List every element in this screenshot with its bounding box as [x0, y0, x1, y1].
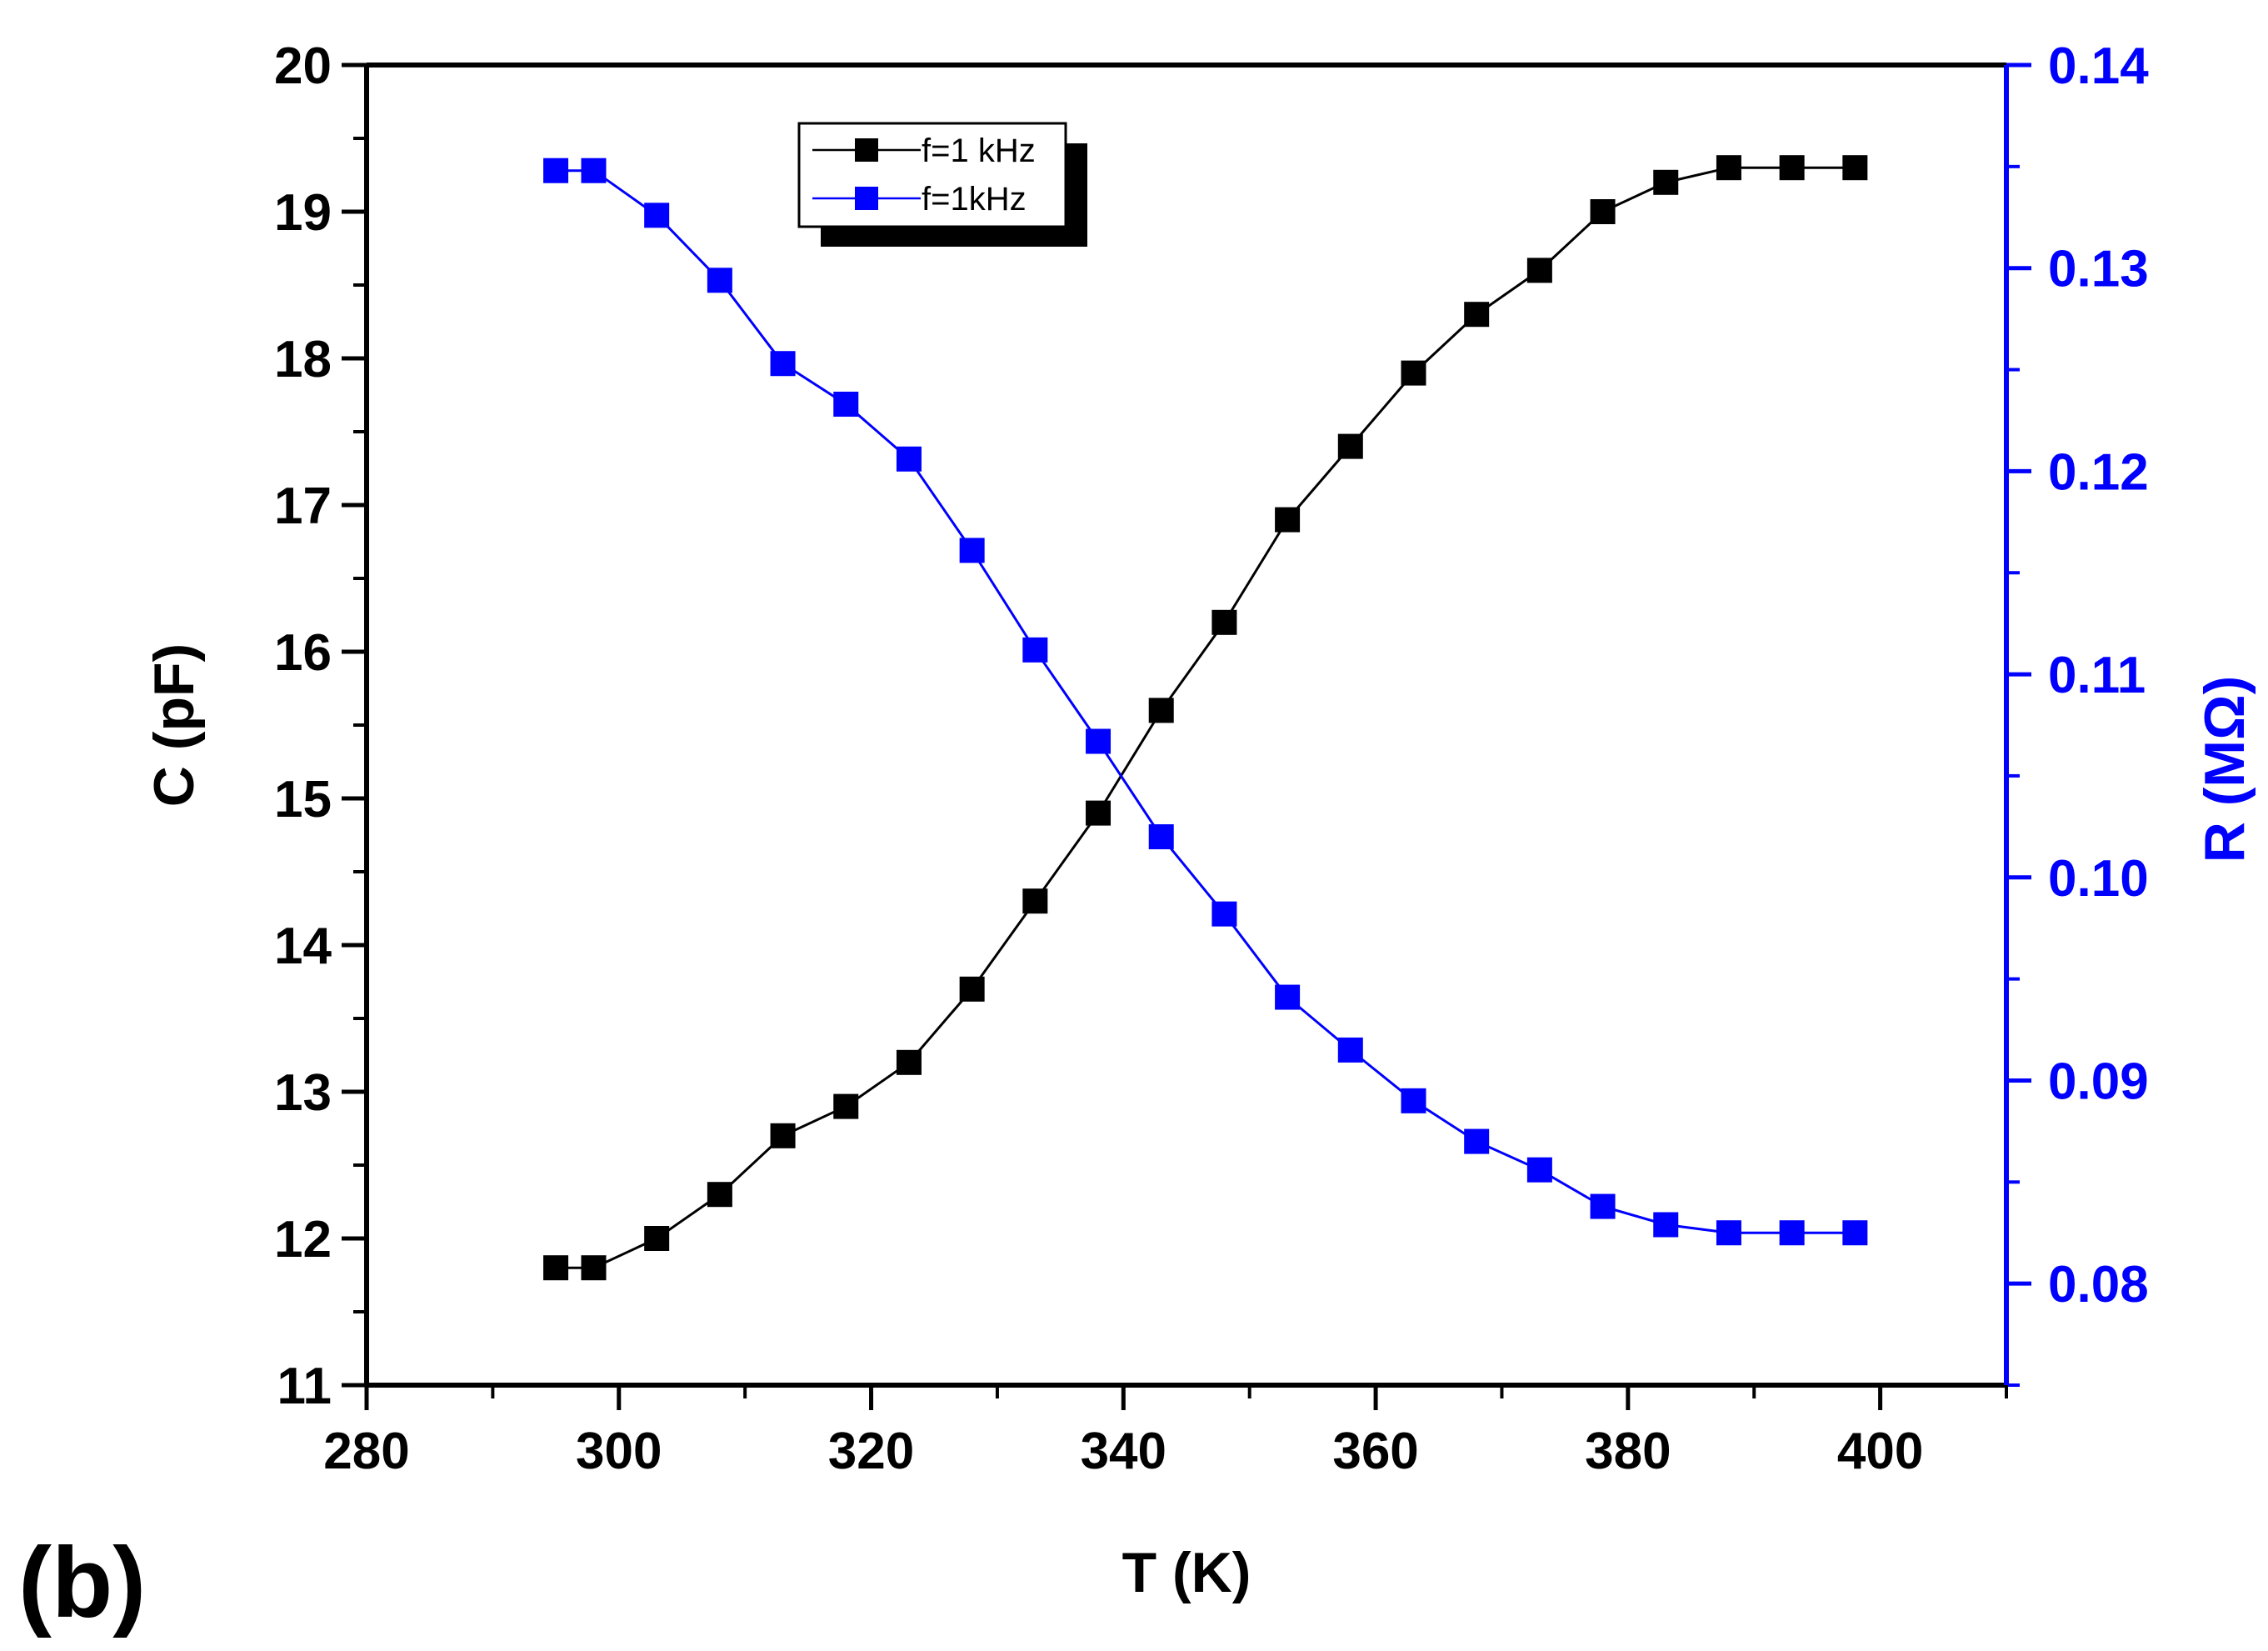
legend: f=1 kHz f=1kHz — [797, 122, 1087, 247]
series-1-marker — [1022, 888, 1048, 914]
series-1-marker — [1653, 169, 1679, 195]
series-1-marker — [1275, 507, 1301, 533]
y-left-tick-label: 18 — [274, 331, 332, 388]
series-2-marker — [1022, 637, 1048, 663]
series-1-marker — [1716, 155, 1741, 181]
legend-label-series-2: f=1kHz — [922, 181, 1027, 218]
series-2-marker — [581, 158, 607, 183]
series-2-marker — [543, 158, 569, 183]
series-1-marker — [1211, 609, 1237, 635]
bottom-axis-ticks: 280 300 320 340 360 380 400 — [323, 1385, 2008, 1480]
series-1-marker — [770, 1123, 796, 1148]
series-2-marker — [1653, 1212, 1679, 1238]
series-2-marker — [1526, 1157, 1552, 1183]
series-1-marker — [896, 1049, 922, 1075]
y-right-tick-label: 0.09 — [2048, 1053, 2149, 1110]
series-1-marker — [1401, 360, 1426, 386]
series-2-marker — [644, 203, 670, 228]
series-1-marker — [1779, 155, 1805, 181]
series-1-marker — [1590, 199, 1616, 224]
legend-label-series-1: f=1 kHz — [922, 133, 1036, 169]
y-axis-left-title: C (pF) — [142, 643, 206, 807]
series-2-marker — [1275, 984, 1301, 1010]
y-left-tick-label: 15 — [274, 771, 332, 828]
series-2-marker — [707, 268, 732, 293]
series-2-marker — [770, 351, 796, 377]
x-axis-title: T (K) — [1122, 1541, 1251, 1604]
series-1-marker — [1464, 302, 1490, 328]
series-2-marker — [1337, 1037, 1363, 1063]
series-2-marker — [959, 538, 985, 563]
left-axis-ticks: 11 12 13 14 15 16 17 18 19 20 — [274, 38, 367, 1415]
series-1-line — [556, 166, 1856, 1269]
series-1-marker — [543, 1255, 569, 1281]
series-2-marker — [1086, 728, 1112, 754]
series-1-marker — [1086, 800, 1112, 826]
series-2-marker — [896, 446, 922, 472]
panel-label: (b) — [18, 1527, 146, 1638]
x-tick-label: 380 — [1585, 1423, 1671, 1480]
series-1-marker — [959, 976, 985, 1002]
series-2-marker — [1148, 824, 1174, 850]
series-1-marker — [1337, 433, 1363, 459]
x-tick-label: 360 — [1332, 1423, 1418, 1480]
x-tick-label: 340 — [1081, 1423, 1166, 1480]
x-tick-label: 400 — [1837, 1423, 1923, 1480]
series-1-marker — [1148, 698, 1174, 723]
y-left-tick-label: 20 — [274, 38, 332, 95]
series-2-marker — [1779, 1220, 1805, 1246]
x-tick-label: 280 — [323, 1423, 409, 1480]
series-2-marker — [1842, 1220, 1868, 1246]
y-left-tick-label: 11 — [277, 1358, 332, 1415]
y-left-tick-label: 17 — [274, 478, 332, 535]
y-right-tick-label: 0.13 — [2048, 241, 2149, 298]
y-left-tick-label: 19 — [274, 184, 332, 242]
series-2-marker — [1590, 1193, 1616, 1219]
series-2-marker — [833, 391, 859, 417]
series-1-marker — [833, 1093, 859, 1119]
y-right-tick-label: 0.10 — [2048, 850, 2149, 908]
y-right-tick-label: 0.11 — [2048, 647, 2146, 704]
y-axis-right-title: R (MΩ) — [2193, 676, 2256, 863]
series-1-marker — [1842, 155, 1868, 181]
series-1-marker — [581, 1255, 607, 1281]
series-1-marker — [644, 1226, 670, 1251]
series-2-marker — [1464, 1128, 1490, 1154]
y-left-tick-label: 14 — [274, 918, 332, 975]
y-right-tick-label: 0.08 — [2048, 1256, 2149, 1313]
x-tick-label: 300 — [576, 1423, 662, 1480]
x-tick-label: 320 — [828, 1423, 914, 1480]
legend-marker-series-1 — [855, 138, 878, 162]
right-axis-ticks: 0.08 0.09 0.10 0.11 0.12 0.13 0.14 — [2006, 38, 2149, 1387]
y-right-tick-label: 0.14 — [2048, 38, 2149, 95]
series-2-marker — [1716, 1220, 1741, 1246]
series-1-marker — [1526, 258, 1552, 283]
series-layer — [543, 155, 1868, 1281]
y-left-tick-label: 12 — [274, 1211, 332, 1268]
series-2-line — [556, 169, 1856, 1234]
y-left-tick-label: 16 — [274, 624, 332, 682]
y-left-tick-label: 13 — [274, 1064, 332, 1122]
legend-box — [797, 122, 1067, 228]
series-2-marker — [1211, 901, 1237, 927]
legend-marker-series-2 — [855, 187, 878, 210]
y-right-tick-label: 0.12 — [2048, 443, 2149, 501]
series-1-marker — [707, 1182, 732, 1208]
series-2-marker — [1401, 1088, 1426, 1113]
